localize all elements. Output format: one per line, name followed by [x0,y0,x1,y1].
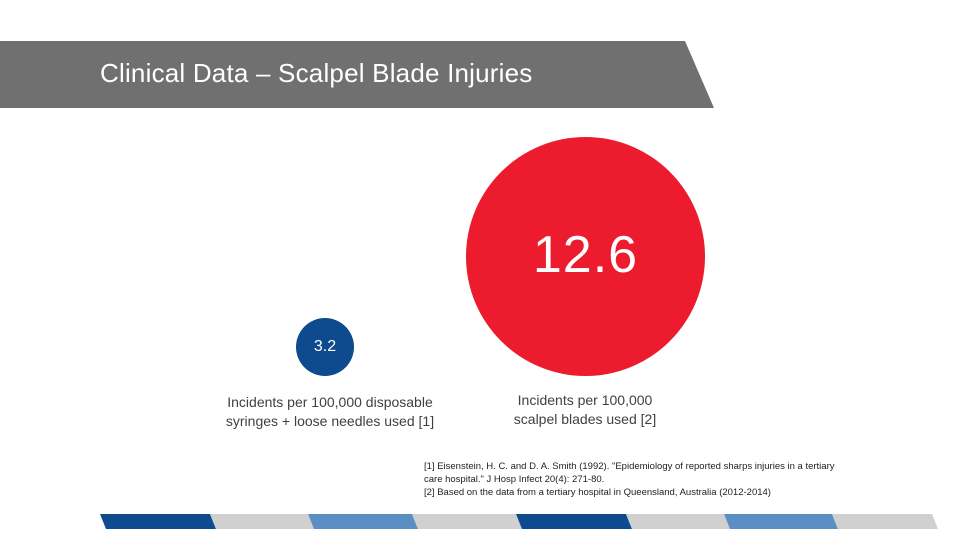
scalpel-caption-line2: scalpel blades used [2] [513,411,657,427]
reference-1-line2: care hospital." J Hosp Infect 20(4): 271… [424,474,605,485]
reference-2: [2] Based on the data from a tertiary ho… [424,487,771,498]
reference-1-line1: [1] Eisenstein, H. C. and D. A. Smith (1… [424,461,835,472]
syringe-caption: Incidents per 100,000 disposable syringe… [200,393,460,431]
references: [1] Eisenstein, H. C. and D. A. Smith (1… [424,460,924,499]
scalpel-caption-line1: Incidents per 100,000 [517,392,653,408]
scalpel-stat-bubble: 12.6 [466,137,705,376]
syringe-stat-bubble: 3.2 [296,318,354,376]
footer-segment-dark-blue [100,514,216,529]
footer-stripe [100,514,938,529]
slide-title: Clinical Data – Scalpel Blade Injuries [100,58,533,88]
footer-segment-grey [210,514,314,529]
footer-segment-grey [626,514,730,529]
footer-segment-grey [832,514,938,529]
title-banner [0,41,714,108]
scalpel-caption: Incidents per 100,000 scalpel blades use… [485,391,685,429]
syringe-stat-value: 3.2 [313,338,337,355]
syringe-caption-line1: Incidents per 100,000 disposable [227,394,433,410]
footer-segment-grey [412,514,522,529]
footer-segment-dark-blue [516,514,632,529]
scalpel-stat-value: 12.6 [532,225,639,284]
footer-segment-light-blue [308,514,418,529]
syringe-caption-line2: syringes + loose needles used [1] [225,413,435,429]
footer-segment-light-blue [724,514,838,529]
